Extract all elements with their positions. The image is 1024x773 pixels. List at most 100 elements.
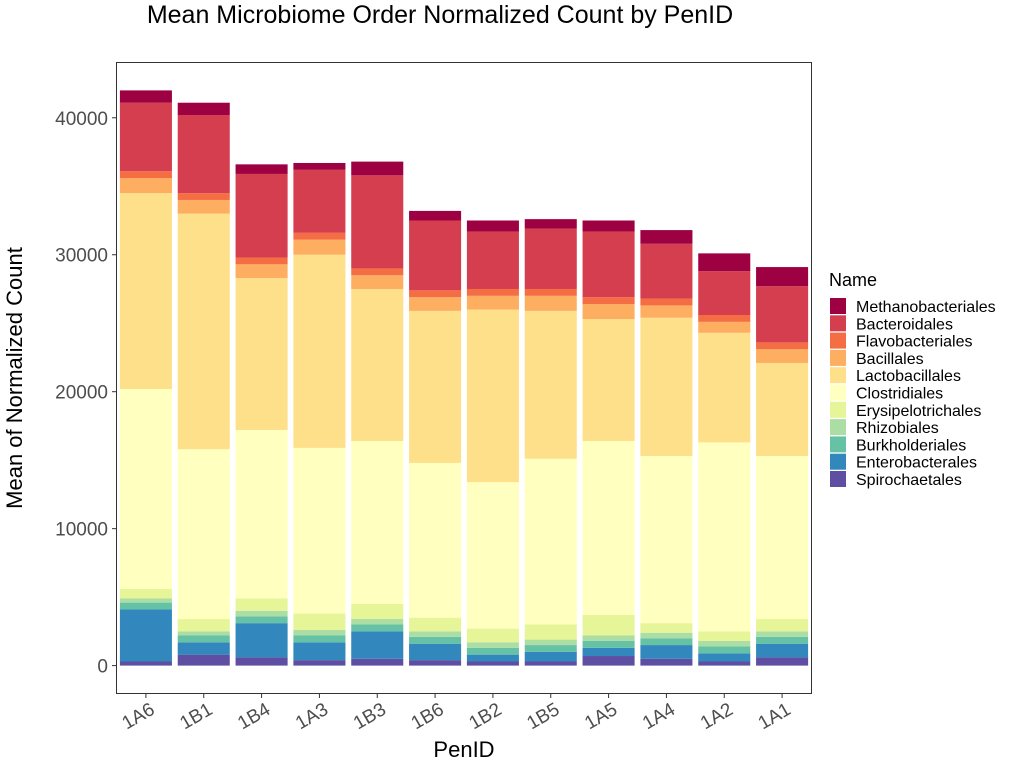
x-tick-label: 1B2 xyxy=(466,699,506,734)
bar-segment-1A4-methanobacteriales xyxy=(640,230,693,244)
bar-segment-1B4-rhizobiales xyxy=(235,610,288,617)
chart-title: Mean Microbiome Order Normalized Count b… xyxy=(147,1,733,29)
bar-segment-1A3-bacillales xyxy=(293,239,346,255)
bar-segment-1B4-methanobacteriales xyxy=(235,164,288,174)
bar-segment-1A5-lactobacillales xyxy=(582,319,635,441)
bar-segment-1B4-erysipelotrichales xyxy=(235,598,288,611)
bar-segment-1B1-lactobacillales xyxy=(177,213,230,450)
bar-segment-1A6-bacillales xyxy=(119,178,172,194)
legend-label: Enterobacterales xyxy=(856,455,977,472)
bar-segment-1B3-burkholderiales xyxy=(351,624,404,632)
bar-segment-1B3-lactobacillales xyxy=(351,288,404,441)
bar-segment-1B4-spirochaetales xyxy=(235,657,288,666)
bar-segment-1A2-spirochaetales xyxy=(698,661,751,666)
bar-segment-1A5-burkholderiales xyxy=(582,640,635,648)
bar-segment-1B1-bacillales xyxy=(177,199,230,214)
bar-segment-1A4-erysipelotrichales xyxy=(640,623,693,633)
bar-segment-1A6-enterobacterales xyxy=(119,609,172,662)
bar-segment-1B4-burkholderiales xyxy=(235,616,288,624)
bar-segment-1A1-bacillales xyxy=(756,349,809,363)
legend-key xyxy=(830,349,846,366)
bar-segment-1B2-spirochaetales xyxy=(466,661,519,666)
x-tick-label: 1B4 xyxy=(234,699,274,734)
bar-segment-1A2-enterobacterales xyxy=(698,653,751,662)
bar-segment-1A3-methanobacteriales xyxy=(293,162,346,170)
bar-segment-1A1-burkholderiales xyxy=(756,636,809,644)
bar-segment-1A3-spirochaetales xyxy=(293,660,346,666)
bar-segment-1A3-clostridiales xyxy=(293,447,346,614)
legend-key xyxy=(830,419,846,436)
bar-segment-1A1-rhizobiales xyxy=(756,631,809,637)
bar-segment-1B2-flavobacteriales xyxy=(466,288,519,296)
x-tick-label: 1A3 xyxy=(292,699,332,734)
bar-segment-1B6-rhizobiales xyxy=(409,631,462,637)
bar-segment-1B3-spirochaetales xyxy=(351,658,404,666)
bar-segment-1A4-rhizobiales xyxy=(640,632,693,639)
bar-segment-1A1-bacteroidales xyxy=(756,286,809,343)
legend-label: Lactobacillales xyxy=(856,368,961,385)
bar-segment-1A3-lactobacillales xyxy=(293,254,346,448)
x-axis-label: PenID xyxy=(433,737,494,762)
bar-segment-1B5-spirochaetales xyxy=(524,661,577,666)
bar-segment-1B4-bacillales xyxy=(235,264,288,279)
bar-segment-1A4-flavobacteriales xyxy=(640,298,693,306)
bar-segment-1B4-bacteroidales xyxy=(235,173,288,258)
bar-segment-1A2-bacillales xyxy=(698,321,751,333)
bar-segment-1B1-erysipelotrichales xyxy=(177,619,230,632)
bar-segment-1A2-bacteroidales xyxy=(698,271,751,315)
y-tick-label: 20000 xyxy=(55,383,108,404)
legend-key xyxy=(830,298,846,314)
bar-segment-1A3-enterobacterales xyxy=(293,642,346,661)
bar-segment-1B2-bacteroidales xyxy=(466,231,519,289)
bar-segment-1B2-methanobacteriales xyxy=(466,220,519,232)
bar-segment-1B5-rhizobiales xyxy=(524,639,577,646)
bar-segment-1B5-bacillales xyxy=(524,295,577,311)
legend-label: Burkholderiales xyxy=(856,437,966,454)
legend-label: Methanobacteriales xyxy=(856,299,996,316)
bar-segment-1A6-spirochaetales xyxy=(119,661,172,666)
bar-segment-1B2-burkholderiales xyxy=(466,647,519,655)
bar-segment-1B5-enterobacterales xyxy=(524,651,577,662)
bar-segment-1B3-bacteroidales xyxy=(351,175,404,269)
bar-segment-1B4-flavobacteriales xyxy=(235,257,288,265)
bar-segment-1A5-enterobacterales xyxy=(582,647,635,657)
bar-segment-1A2-lactobacillales xyxy=(698,332,751,443)
bar-segment-1A1-erysipelotrichales xyxy=(756,619,809,632)
bar-segment-1B5-erysipelotrichales xyxy=(524,624,577,640)
x-tick-label: 1B1 xyxy=(176,699,216,734)
bar-segment-1A2-burkholderiales xyxy=(698,646,751,654)
bar-segment-1B1-bacteroidales xyxy=(177,115,230,194)
bar-segment-1A1-methanobacteriales xyxy=(756,267,809,287)
x-tick-label: 1B3 xyxy=(350,699,390,734)
x-tick-label: 1A1 xyxy=(755,699,795,734)
legend-label: Erysipelotrichales xyxy=(856,403,981,420)
bar-segment-1B3-enterobacterales xyxy=(351,631,404,659)
legend-title: Name xyxy=(829,270,877,290)
legend-key xyxy=(830,384,846,401)
plot-area xyxy=(119,90,809,666)
bar-segment-1A3-rhizobiales xyxy=(293,630,346,636)
bar-segment-1B3-bacillales xyxy=(351,275,404,289)
x-tick-label: 1A4 xyxy=(639,699,679,734)
bar-segment-1A4-bacillales xyxy=(640,305,693,318)
bar-segment-1A6-burkholderiales xyxy=(119,602,172,610)
bar-segment-1B6-bacteroidales xyxy=(409,220,462,291)
bar-segment-1B3-erysipelotrichales xyxy=(351,603,404,620)
legend-label: Bacillales xyxy=(856,351,924,368)
bar-segment-1A4-burkholderiales xyxy=(640,638,693,646)
bar-segment-1A2-erysipelotrichales xyxy=(698,631,751,641)
bar-segment-1B2-enterobacterales xyxy=(466,654,519,662)
bar-segment-1B6-enterobacterales xyxy=(409,643,462,661)
legend-key xyxy=(830,401,846,418)
bar-segment-1B2-clostridiales xyxy=(466,482,519,629)
bar-segment-1A1-enterobacterales xyxy=(756,643,809,658)
bar-segment-1A4-spirochaetales xyxy=(640,658,693,666)
bar-segment-1A4-lactobacillales xyxy=(640,317,693,457)
bar-segment-1B3-rhizobiales xyxy=(351,619,404,625)
bar-segment-1B6-burkholderiales xyxy=(409,636,462,644)
bar-segment-1A1-clostridiales xyxy=(756,456,809,620)
bar-segment-1B3-methanobacteriales xyxy=(351,161,404,176)
x-tick-label: 1A5 xyxy=(581,699,621,734)
bar-segment-1B1-clostridiales xyxy=(177,449,230,620)
legend-label: Spirochaetales xyxy=(856,472,962,489)
